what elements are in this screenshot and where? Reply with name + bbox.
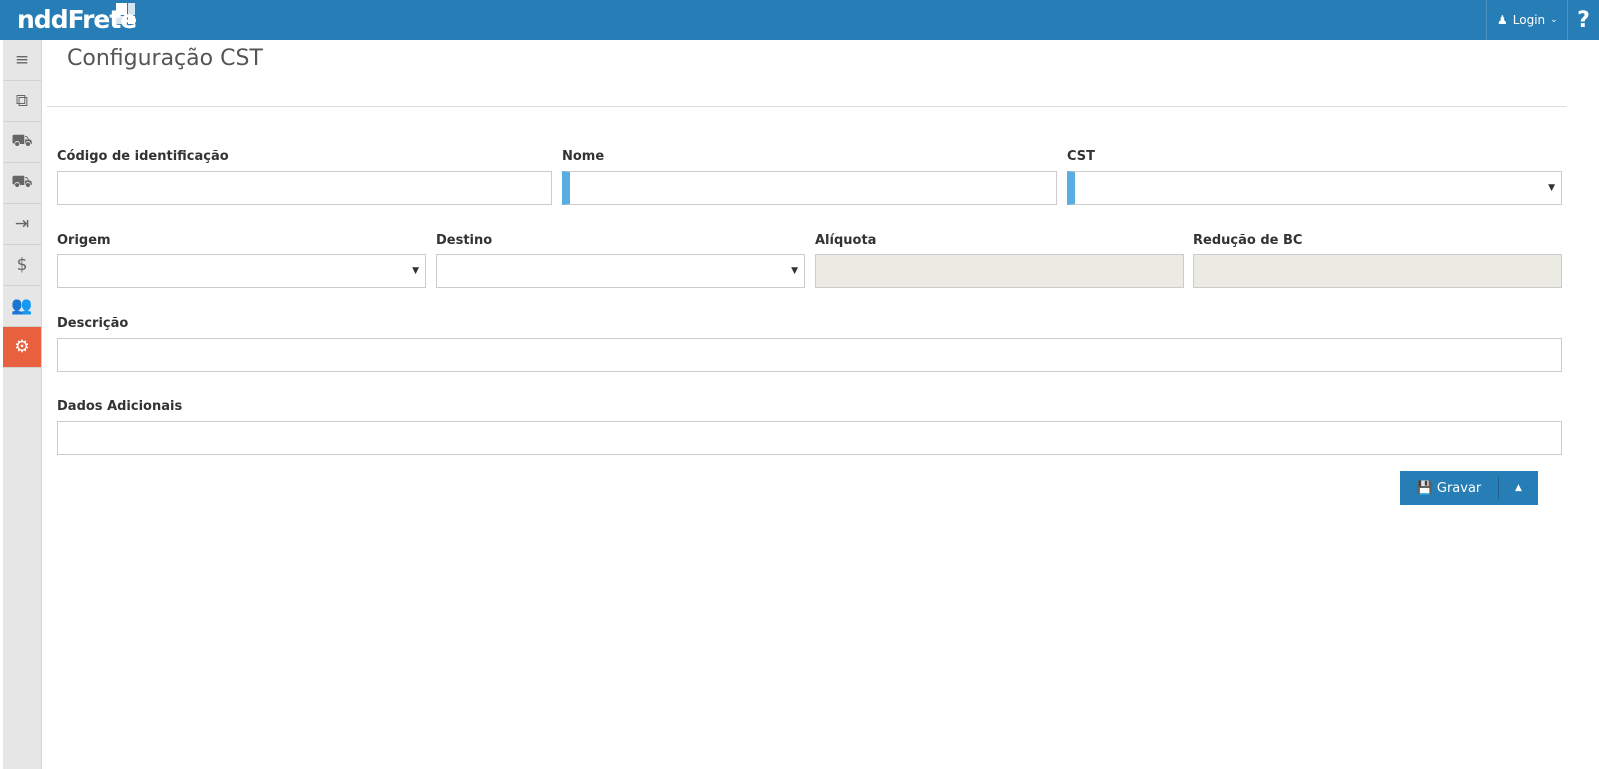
save-label: Gravar bbox=[1436, 480, 1482, 496]
save-dropdown-toggle[interactable]: ▲ bbox=[1499, 483, 1538, 493]
top-bar: nddFrete ♟ Login ⌄ ? bbox=[0, 0, 1599, 40]
reducao-label: Redução de BC bbox=[1193, 233, 1303, 248]
dados-label: Dados Adicionais bbox=[57, 399, 183, 414]
caret-down-icon: ▼ bbox=[412, 266, 419, 276]
caret-down-icon: ▼ bbox=[791, 266, 798, 276]
nome-input[interactable] bbox=[562, 171, 1057, 205]
page-title: Configuração CST bbox=[67, 46, 263, 71]
cst-select[interactable]: ▼ bbox=[1067, 171, 1562, 205]
destino-select[interactable]: ▼ bbox=[436, 254, 805, 288]
floppy-disk-icon: 💾 bbox=[1416, 480, 1433, 496]
codigo-input[interactable] bbox=[57, 171, 552, 205]
truck-icon[interactable]: ⛟ bbox=[3, 122, 41, 163]
chevron-down-icon: ⌄ bbox=[1550, 15, 1558, 25]
origem-select[interactable]: ▼ bbox=[57, 254, 426, 288]
caret-down-icon: ▼ bbox=[1548, 183, 1555, 193]
user-icon: ♟ bbox=[1497, 13, 1508, 27]
reducao-input bbox=[1193, 254, 1562, 288]
login-label: Login bbox=[1512, 13, 1546, 27]
truck-outline-icon[interactable]: ⛟ bbox=[3, 163, 41, 204]
settings-icon[interactable]: ⚙ bbox=[3, 327, 41, 368]
destino-label: Destino bbox=[436, 233, 493, 248]
cst-label: CST bbox=[1067, 149, 1096, 164]
logo-mark-icon bbox=[116, 3, 136, 25]
login-menu[interactable]: ♟ Login ⌄ bbox=[1486, 0, 1563, 40]
save-button-group: 💾 Gravar ▲ bbox=[1400, 471, 1538, 505]
descricao-label: Descrição bbox=[57, 316, 129, 331]
caret-up-icon: ▲ bbox=[1515, 483, 1522, 493]
users-icon[interactable]: 👥 bbox=[3, 286, 41, 327]
codigo-label: Código de identificação bbox=[57, 149, 229, 164]
aliquota-input bbox=[815, 254, 1184, 288]
documents-icon[interactable]: ⧉ bbox=[3, 81, 41, 122]
export-icon[interactable]: ⇥ bbox=[3, 204, 41, 245]
descricao-input[interactable] bbox=[57, 338, 1562, 372]
nome-label: Nome bbox=[562, 149, 605, 164]
sidebar: ≡ ⧉ ⛟ ⛟ ⇥ $ 👥 ⚙ bbox=[3, 40, 42, 769]
help-button[interactable]: ? bbox=[1567, 0, 1599, 40]
payment-icon[interactable]: $ bbox=[3, 245, 41, 286]
divider bbox=[47, 106, 1567, 107]
menu-icon[interactable]: ≡ bbox=[3, 40, 41, 81]
origem-label: Origem bbox=[57, 233, 111, 248]
dados-input[interactable] bbox=[57, 421, 1562, 455]
save-button[interactable]: 💾 Gravar bbox=[1400, 477, 1499, 499]
aliquota-label: Alíquota bbox=[815, 233, 877, 248]
